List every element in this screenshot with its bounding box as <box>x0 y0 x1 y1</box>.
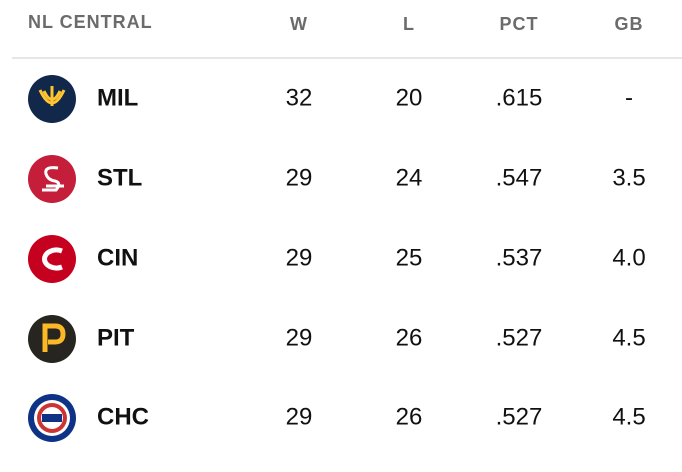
team-logo <box>28 394 76 442</box>
games-back: 4.5 <box>612 403 645 430</box>
games-back: - <box>625 84 633 111</box>
losses: 20 <box>396 84 423 111</box>
win-pct: .527 <box>496 403 543 430</box>
games-back: 4.5 <box>612 324 645 351</box>
wins: 32 <box>286 84 313 111</box>
team-abbr: CIN <box>97 244 138 271</box>
column-header: L <box>403 14 415 34</box>
division-title: NL CENTRAL <box>28 12 153 32</box>
team-logo <box>28 315 76 363</box>
column-header: PCT <box>500 14 539 34</box>
team-abbr: CHC <box>97 403 149 430</box>
team-logo <box>28 235 76 283</box>
wins: 29 <box>286 164 313 191</box>
win-pct: .527 <box>496 324 543 351</box>
losses: 26 <box>396 324 423 351</box>
column-header: GB <box>615 14 644 34</box>
games-back: 4.0 <box>612 244 645 271</box>
wins: 29 <box>286 244 313 271</box>
team-logo <box>28 155 76 203</box>
win-pct: .537 <box>496 244 543 271</box>
losses: 25 <box>396 244 423 271</box>
wins: 29 <box>286 403 313 430</box>
team-logo <box>28 75 76 123</box>
team-abbr: PIT <box>97 324 135 351</box>
win-pct: .615 <box>496 84 543 111</box>
rows: MIL 32 20 .615 - STL 29 24 .547 3.5 CIN 29 25 .537 4.0… <box>97 84 646 430</box>
column-header: W <box>290 14 308 34</box>
games-back: 3.5 <box>612 164 645 191</box>
wins: 29 <box>286 324 313 351</box>
losses: 26 <box>396 403 423 430</box>
team-abbr: STL <box>97 164 142 191</box>
losses: 24 <box>396 164 423 191</box>
win-pct: .547 <box>496 164 543 191</box>
team-abbr: MIL <box>97 84 138 111</box>
